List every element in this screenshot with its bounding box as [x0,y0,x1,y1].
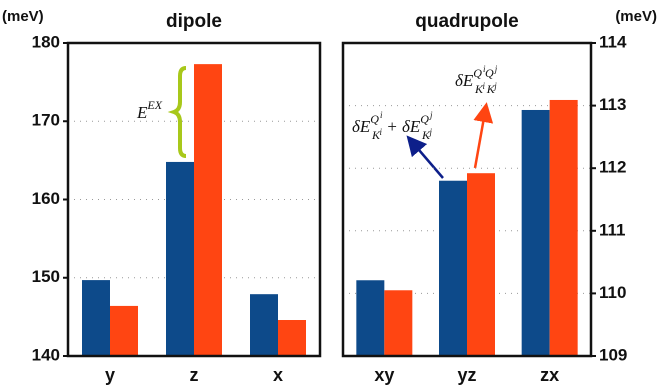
bar [82,280,110,356]
x-tick-label: x [273,365,283,385]
chart-title: dipole [166,11,222,32]
arrow [406,135,444,179]
math-sup: Q [420,112,429,126]
math-index: i [380,127,383,137]
y-tick-label: 150 [32,267,60,286]
math-base: δE [352,117,371,136]
math-index: i [483,81,486,91]
arrow [473,102,494,169]
chart-title: quadrupole [415,11,518,32]
brace [167,66,187,158]
y-tick-label: 114 [599,32,627,51]
y-tick-label: 140 [32,345,60,364]
math-sub: K [371,128,381,142]
x-tick-label: y [105,365,115,385]
x-tick-label: yz [457,365,476,385]
math-index: j [429,110,433,120]
math-sup: EX [146,98,162,112]
math-sup: Q [370,112,379,126]
math-sub: K [474,82,484,96]
math-index: j [428,127,432,137]
math-base: δE [455,71,474,90]
plot-frame [66,41,322,358]
x-tick-label: zx [540,365,559,385]
bar [166,161,194,356]
math-sub: K [486,82,496,96]
math-index: i [380,110,383,120]
axis-unit: (meV) [2,8,44,25]
y-tick-label: 170 [32,111,60,130]
bar [278,320,306,356]
math-index: j [494,64,498,74]
y-tick-label: 113 [599,95,626,114]
math-sup: Q [485,66,494,80]
y-tick-label: 112 [599,158,626,177]
x-tick-label: xy [374,365,394,385]
bar [439,180,467,356]
bar [549,99,578,356]
y-tick-label: 110 [599,283,626,302]
annotation: EEX​ [136,98,163,122]
x-tick-label: z [190,365,199,385]
y-tick-label: 160 [32,189,60,208]
bar [194,64,222,356]
math-base: E [136,103,148,122]
math-index: j [493,81,497,91]
y-tick-label: 180 [32,32,60,51]
bar [356,280,385,356]
math-index: i [483,64,486,74]
y-tick-label: 111 [599,220,626,239]
math-sup: Q [473,66,482,80]
bar [110,305,138,356]
axis-unit: (meV) [615,8,657,25]
y-tick-label: 109 [599,345,627,364]
bar [521,109,550,357]
bar [467,173,495,356]
math-sub: K [421,128,431,142]
bar [384,290,413,356]
plot-frame [341,41,593,358]
bar [250,294,278,356]
math-base: + δE [382,117,421,136]
